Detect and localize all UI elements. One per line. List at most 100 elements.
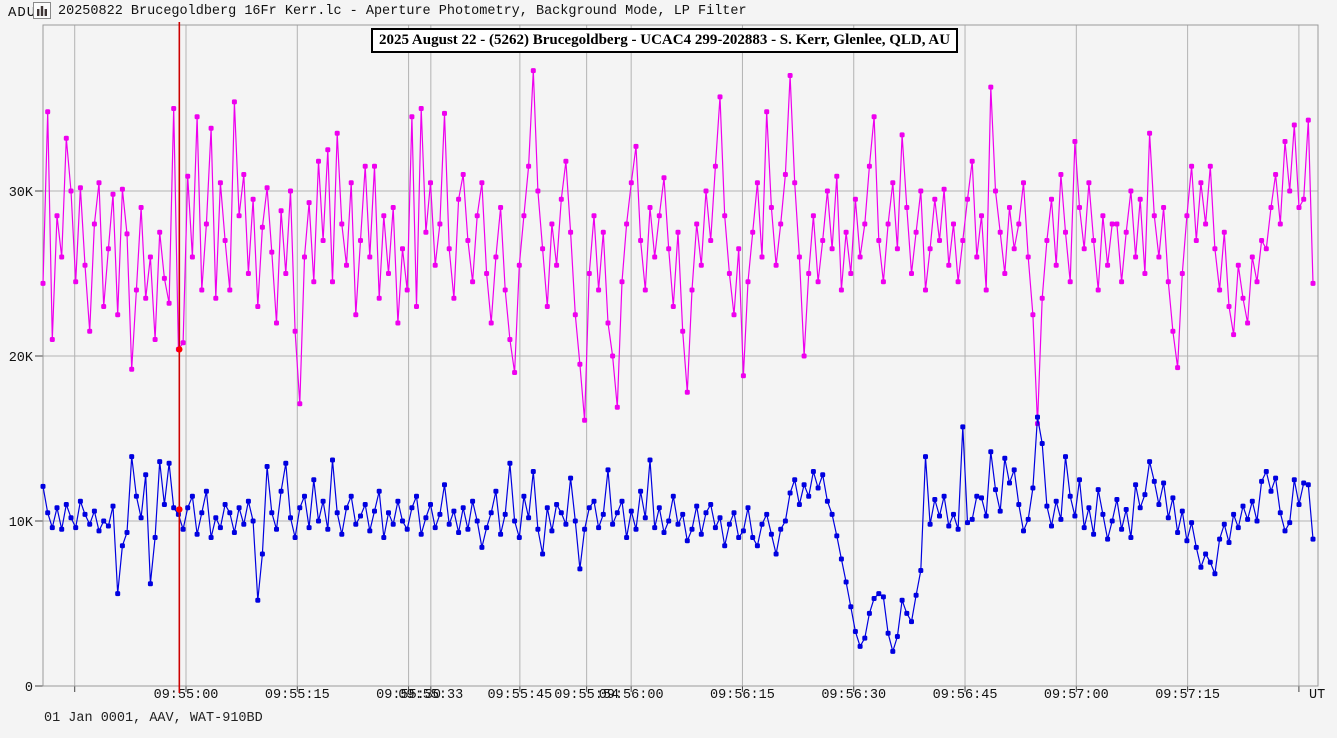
comparison-data-point — [474, 518, 480, 524]
comparison-data-point — [540, 551, 546, 557]
target-data-point — [684, 389, 690, 395]
target-data-point — [1044, 238, 1050, 243]
comparison-data-point — [521, 493, 527, 499]
comparison-data-point — [1109, 518, 1115, 524]
target-data-point — [311, 279, 317, 285]
comparison-data-point — [652, 525, 658, 531]
comparison-data-point — [166, 460, 172, 466]
target-data-point — [152, 337, 158, 342]
target-data-point — [1231, 332, 1237, 338]
comparison-data-point — [367, 528, 373, 534]
target-data-point — [278, 208, 284, 214]
comparison-data-point — [119, 543, 125, 549]
comparison-data-point — [782, 518, 788, 524]
comparison-data-point — [951, 511, 956, 517]
comparison-data-point — [824, 498, 830, 504]
target-data-point — [1100, 213, 1106, 219]
comparison-data-point — [479, 544, 485, 550]
target-data-point — [124, 231, 130, 237]
target-data-point — [185, 173, 191, 179]
target-data-point — [1119, 279, 1125, 285]
comparison-data-point — [596, 525, 602, 531]
target-data-point — [722, 213, 728, 219]
comparison-data-point — [1273, 475, 1279, 481]
comparison-data-point — [586, 505, 592, 511]
target-data-point — [988, 84, 994, 90]
y-tick-label: 20K — [9, 351, 34, 366]
comparison-data-point — [530, 469, 536, 474]
comparison-data-point — [390, 521, 396, 527]
comparison-data-point — [675, 521, 681, 527]
target-data-point — [460, 172, 466, 177]
comparison-data-point — [610, 521, 616, 527]
target-data-point — [498, 205, 504, 210]
target-data-point — [203, 221, 209, 227]
comparison-data-point — [965, 520, 970, 526]
comparison-data-point — [843, 579, 849, 585]
comparison-data-point — [516, 535, 522, 540]
comparison-data-point — [894, 634, 900, 639]
target-data-point — [951, 221, 956, 227]
target-data-point — [960, 238, 966, 243]
comparison-data-point — [946, 523, 952, 529]
target-data-point — [666, 246, 672, 252]
comparison-data-point — [404, 526, 410, 532]
x-tick-label: 09:55:30 — [376, 688, 441, 703]
comparison-data-point — [124, 530, 130, 535]
comparison-data-point — [605, 467, 611, 473]
comparison-data-point — [311, 477, 317, 483]
comparison-data-point — [1165, 515, 1171, 521]
target-data-point — [619, 279, 625, 285]
comparison-data-point — [778, 526, 784, 532]
target-data-point — [694, 221, 700, 227]
target-data-point — [530, 68, 536, 74]
target-data-point — [563, 158, 569, 164]
target-data-point — [1198, 180, 1204, 186]
x-tick-label: 09:57:15 — [1155, 688, 1220, 703]
comparison-data-point — [203, 488, 209, 494]
y-tick-label: 30K — [9, 186, 34, 201]
target-data-point — [1105, 262, 1111, 268]
target-data-point — [395, 320, 401, 326]
target-data-point — [390, 205, 396, 210]
target-data-point — [1263, 246, 1269, 252]
target-data-point — [1259, 238, 1265, 243]
target-data-point — [568, 229, 574, 235]
x-axis-unit-label: UT — [1309, 688, 1326, 703]
comparison-data-point — [1156, 502, 1162, 507]
y-tick-label: 0 — [25, 681, 33, 696]
comparison-data-point — [1086, 505, 1092, 511]
comparison-data-point — [297, 505, 303, 511]
comparison-data-point — [876, 591, 882, 597]
comparison-data-point — [488, 510, 494, 516]
comparison-data-point — [446, 521, 452, 527]
target-data-point — [843, 229, 849, 235]
target-data-point — [647, 205, 653, 210]
window-icon-glyph — [37, 5, 47, 16]
target-data-point — [250, 196, 256, 202]
target-data-point — [404, 287, 410, 293]
comparison-data-point — [1203, 551, 1209, 557]
target-data-point — [1207, 163, 1213, 169]
comparison-data-point — [656, 505, 662, 511]
target-data-point — [45, 109, 51, 115]
target-data-point — [572, 312, 578, 318]
comparison-data-point — [591, 498, 597, 504]
target-data-point — [1081, 246, 1087, 252]
target-data-point — [880, 279, 886, 285]
comparison-data-point — [259, 551, 265, 557]
target-data-point — [1277, 221, 1283, 227]
comparison-data-point — [983, 513, 989, 519]
comparison-data-point — [217, 525, 223, 531]
comparison-data-point — [768, 531, 774, 537]
comparison-data-point — [801, 482, 807, 488]
comparison-data-point — [129, 454, 135, 460]
comparison-data-point — [376, 488, 382, 494]
target-series-line — [42, 70, 1314, 424]
comparison-data-point — [717, 515, 723, 521]
target-data-point — [1282, 139, 1288, 144]
comparison-data-point — [1277, 510, 1283, 516]
comparison-data-point — [236, 505, 242, 511]
target-data-point — [110, 191, 116, 197]
